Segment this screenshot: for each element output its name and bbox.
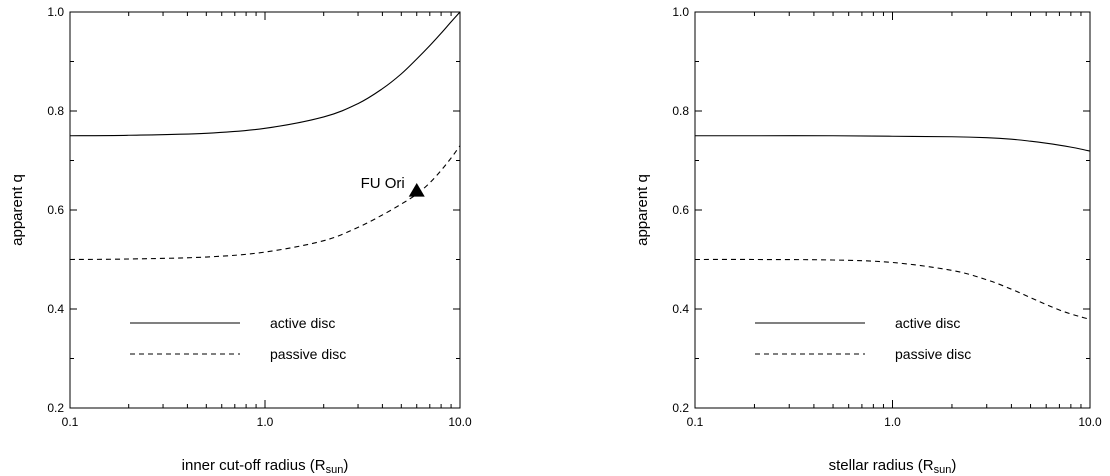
x-tick-label: 10.0 bbox=[1078, 415, 1102, 429]
y-axis-label: apparent q bbox=[634, 174, 651, 246]
y-tick-label: 0.4 bbox=[672, 302, 689, 316]
series-line-passive-disc bbox=[694, 258, 1091, 320]
series-line-passive-disc bbox=[69, 145, 461, 261]
x-axis-label: inner cut-off radius (Rsun) bbox=[182, 457, 349, 476]
legend-label-active-disc: active disc bbox=[270, 315, 335, 331]
y-tick-label: 0.2 bbox=[672, 401, 689, 415]
x-tick-label: 0.1 bbox=[687, 415, 704, 429]
y-tick-label: 1.0 bbox=[672, 5, 689, 19]
fu-ori-label: FU Ori bbox=[361, 175, 405, 192]
series-line-active-disc bbox=[69, 11, 461, 137]
y-tick-label: 1.0 bbox=[47, 5, 64, 19]
x-tick-label: 1.0 bbox=[884, 415, 901, 429]
y-tick-label: 0.6 bbox=[47, 203, 64, 217]
y-tick-label: 0.8 bbox=[672, 104, 689, 118]
x-tick-label: 1.0 bbox=[257, 415, 274, 429]
y-tick-label: 0.8 bbox=[47, 104, 64, 118]
x-tick-label: 10.0 bbox=[448, 415, 472, 429]
y-tick-label: 0.4 bbox=[47, 302, 64, 316]
chart-panel-2: 0.2 0.4 0.6 0.8 1.0 0.1 1.0 10.0 stellar radius … bbox=[634, 5, 1102, 476]
y-tick-label: 0.6 bbox=[672, 203, 689, 217]
chart-panel-1: 0.2 0.4 0.6 0.8 1.0 0.1 1.0 10.0 inner cut-off r… bbox=[9, 5, 472, 476]
legend-label-passive-disc: passive disc bbox=[895, 346, 971, 362]
fu-ori-marker bbox=[408, 183, 425, 197]
x-axis-label: stellar radius (Rsun) bbox=[829, 457, 957, 476]
series-line-active-disc bbox=[694, 135, 1091, 152]
legend-label-passive-disc: passive disc bbox=[270, 346, 346, 362]
y-tick-label: 0.2 bbox=[47, 401, 64, 415]
x-tick-label: 0.1 bbox=[62, 415, 79, 429]
y-axis-label: apparent q bbox=[9, 174, 26, 246]
legend-label-active-disc: active disc bbox=[895, 315, 960, 331]
